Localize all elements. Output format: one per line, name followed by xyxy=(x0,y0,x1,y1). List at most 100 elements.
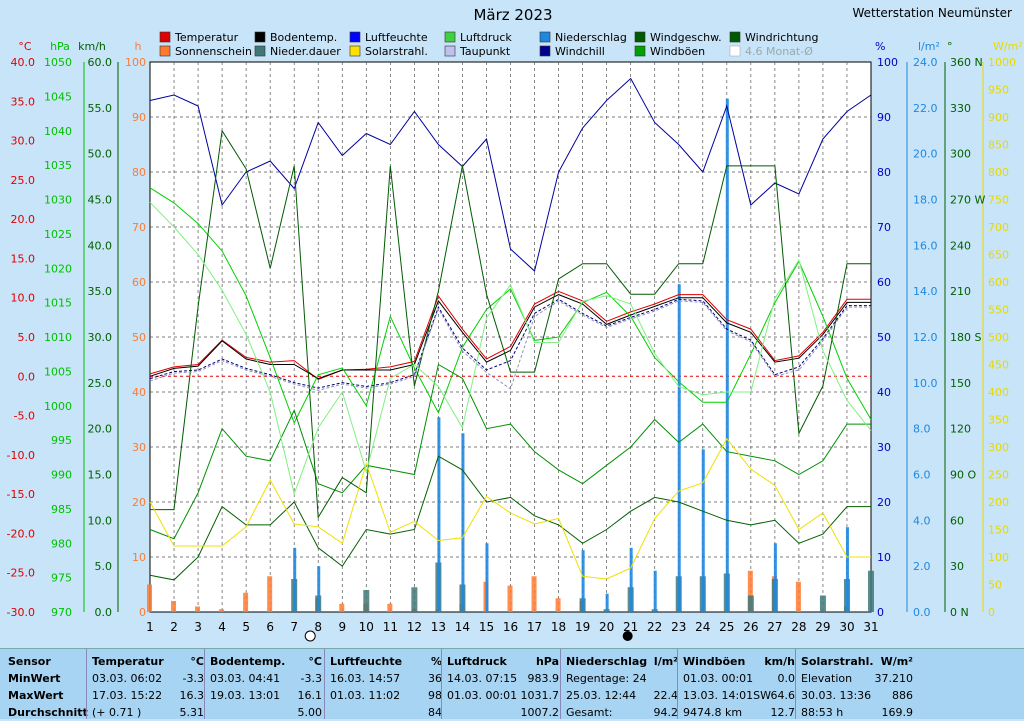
stats-row-labels: Sensor MinWert MaxWert Durchschnitt xyxy=(8,653,88,721)
stat-row: Elevation 37.210 xyxy=(801,670,913,687)
series-temperatur xyxy=(149,290,871,380)
tick-solar: 0 xyxy=(988,606,995,619)
stat-label: 19.03. 13:01 xyxy=(210,689,281,702)
tick-temp: 40.0 xyxy=(11,56,36,69)
moon-markers xyxy=(304,630,633,642)
bar-niederschlag xyxy=(725,98,729,612)
legend-item: Windböen xyxy=(650,45,705,58)
bar-niederdauer xyxy=(411,587,418,612)
tick-wind: 60.0 xyxy=(88,56,113,69)
legend-item: Windchill xyxy=(555,45,605,58)
tick-winddir: 360 N xyxy=(950,56,983,69)
x-tick: 3 xyxy=(194,620,202,634)
tick-wind: 30.0 xyxy=(88,331,113,344)
tick-pressure: 1015 xyxy=(44,297,72,310)
x-tick: 4 xyxy=(218,620,226,634)
column-separator xyxy=(560,649,561,719)
bar-sonnenschein xyxy=(171,601,177,612)
stat-row: 01.03. 00:01 1031.7 xyxy=(447,687,559,704)
tick-precip: 14.0 xyxy=(913,285,938,298)
x-tick: 8 xyxy=(314,620,322,634)
axis-unit-wind: km/h xyxy=(78,40,106,53)
stat-label: 01.03. 00:01 xyxy=(447,689,518,702)
tick-solar: 850 xyxy=(988,139,1009,152)
x-tick: 14 xyxy=(455,620,470,634)
axis-unit-solar: W/m² xyxy=(993,40,1023,53)
tick-sun: 30 xyxy=(132,441,146,454)
tick-humidity: 40 xyxy=(877,386,891,399)
legend-item: Windrichtung xyxy=(745,31,818,44)
tick-temp: 35.0 xyxy=(11,95,36,108)
stat-row: 01.03. 11:02 98 xyxy=(330,687,442,704)
legend-item: Niederschlag xyxy=(555,31,627,44)
tick-solar: 950 xyxy=(988,84,1009,97)
stat-label: Gesamt: xyxy=(566,706,613,719)
legend-item: Luftfeuchte xyxy=(365,31,428,44)
stat-row: 19.03. 13:01 16.1 xyxy=(210,687,322,704)
tick-precip: 0.0 xyxy=(913,606,931,619)
stat-value: 0.0 xyxy=(777,672,796,685)
column-header: Luftdruck hPa xyxy=(447,653,559,670)
tick-solar: 650 xyxy=(988,249,1009,262)
tick-winddir: 330 xyxy=(950,102,971,115)
legend-item: Windgeschw. xyxy=(650,31,722,44)
column-unit: °C xyxy=(308,655,322,668)
axes: 40.035.030.025.020.015.010.05.00.0-5.0-1… xyxy=(7,40,1023,634)
bar-sonnenschein xyxy=(747,570,753,612)
tick-solar: 450 xyxy=(988,359,1009,372)
tick-humidity: 10 xyxy=(877,551,891,564)
x-tick: 21 xyxy=(623,620,638,634)
stat-row: 84 xyxy=(330,704,442,721)
stat-label: 03.03. 04:41 xyxy=(210,672,281,685)
axis-unit-temp: °C xyxy=(18,40,32,53)
tick-winddir: 0 N xyxy=(950,606,969,619)
stat-row: 16.03. 14:57 36 xyxy=(330,670,442,687)
bar-niederschlag xyxy=(773,543,777,612)
x-tick: 16 xyxy=(503,620,518,634)
legend-swatch xyxy=(349,31,361,43)
x-tick: 20 xyxy=(599,620,614,634)
stat-label: 14.03. 07:15 xyxy=(447,672,518,685)
tick-temp: -30.0 xyxy=(7,606,35,619)
stat-value: 98 xyxy=(428,689,442,702)
tick-solar: 550 xyxy=(988,304,1009,317)
tick-temp: 30.0 xyxy=(11,135,36,148)
stat-row: 9474.8 km 12.7 xyxy=(683,704,795,721)
tick-solar: 500 xyxy=(988,331,1009,344)
tick-humidity: 50 xyxy=(877,331,891,344)
x-tick: 26 xyxy=(743,620,758,634)
tick-humidity: 70 xyxy=(877,221,891,234)
gridlines xyxy=(150,62,871,612)
stat-label: Regentage: 24 xyxy=(566,672,647,685)
x-tick: 10 xyxy=(359,620,374,634)
tick-wind: 10.0 xyxy=(88,514,113,527)
stat-value: 94.2 xyxy=(653,706,679,719)
column-separator xyxy=(795,649,796,719)
column-unit: % xyxy=(430,655,442,668)
tick-precip: 24.0 xyxy=(913,56,938,69)
series-taupunkt xyxy=(149,298,871,389)
tick-sun: 50 xyxy=(132,331,146,344)
column-unit: l/m² xyxy=(653,655,678,668)
x-tick: 28 xyxy=(791,620,806,634)
stat-label: (+ 0.71 ) xyxy=(92,706,142,719)
station-name: Wetterstation Neumünster xyxy=(852,6,1012,20)
x-tick: 1 xyxy=(146,620,154,634)
x-tick: 27 xyxy=(767,620,782,634)
bar-niederschlag xyxy=(581,550,585,612)
stat-label: 9474.8 km xyxy=(683,706,743,719)
tick-wind: 35.0 xyxy=(88,285,113,298)
tick-wind: 50.0 xyxy=(88,148,113,161)
stat-value: 5.00 xyxy=(297,706,323,719)
stat-value: -3.3 xyxy=(182,672,204,685)
tick-solar: 400 xyxy=(988,386,1009,399)
tick-solar: 350 xyxy=(988,414,1009,427)
tick-sun: 60 xyxy=(132,276,146,289)
legend-swatch xyxy=(444,31,456,43)
column-header: Bodentemp. °C xyxy=(210,653,322,670)
tick-humidity: 60 xyxy=(877,276,891,289)
x-tick: 13 xyxy=(431,620,446,634)
column-header: Windböen km/h xyxy=(683,653,795,670)
tick-humidity: 80 xyxy=(877,166,891,179)
tick-precip: 4.0 xyxy=(913,514,931,527)
